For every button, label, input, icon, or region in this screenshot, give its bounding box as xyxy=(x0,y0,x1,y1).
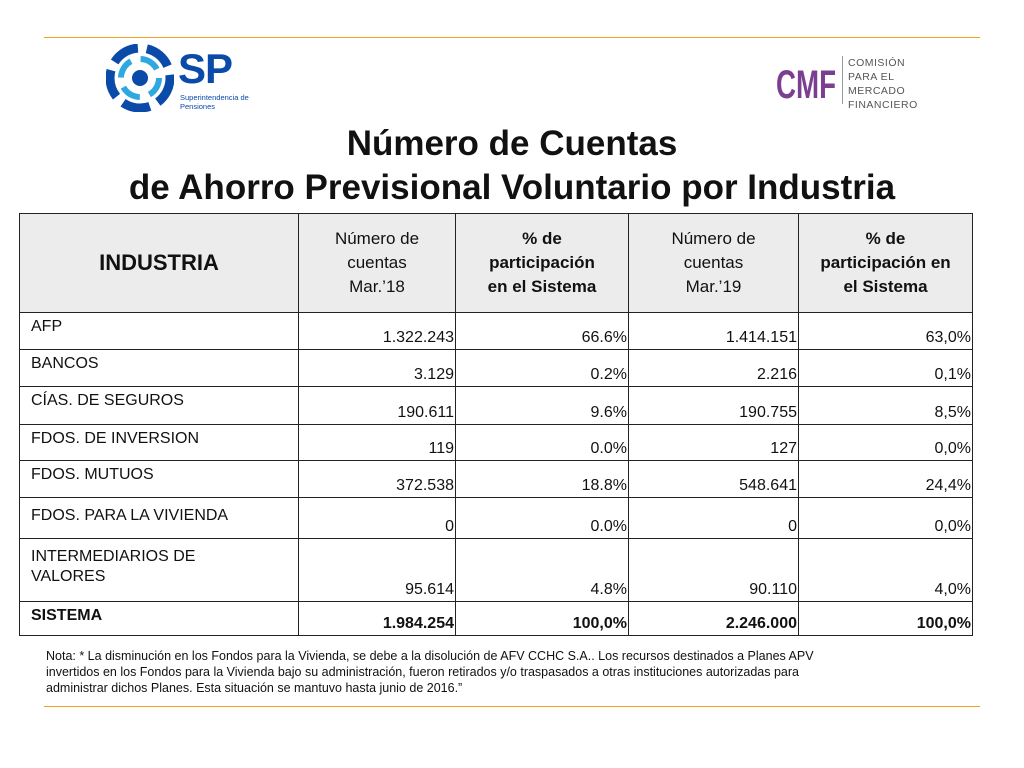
cmf-logo-letters: CMF xyxy=(776,63,836,106)
cell-accounts-mar18: 0 xyxy=(298,497,456,539)
cell-share-mar18: 4.8% xyxy=(455,538,629,602)
footnote-line-3: administrar dichos Planes. Esta situació… xyxy=(46,681,463,695)
sp-logo-letters: SP xyxy=(178,45,233,92)
cmf-logo: CMF COMISIÓN PARA EL MERCADO FINANCIERO xyxy=(776,54,946,111)
header-line: en el Sistema xyxy=(487,277,597,296)
row-label: INTERMEDIARIOS DE VALORES xyxy=(19,538,299,602)
table-row: FDOS. PARA LA VIVIENDA 0 0.0% 0 0,0% xyxy=(19,497,973,539)
table-row: INTERMEDIARIOS DE VALORES 95.614 4.8% 90… xyxy=(19,538,973,602)
header-line: Mar.’19 xyxy=(685,277,742,296)
header-line: Mar.’18 xyxy=(349,277,405,296)
cmf-logo-divider xyxy=(842,56,843,104)
row-label-line-1: INTERMEDIARIOS DE xyxy=(31,548,196,565)
cell-share-mar18: 100,0% xyxy=(455,601,629,636)
page-title-line-1: Número de Cuentas xyxy=(346,124,678,163)
cell-accounts-mar19: 90.110 xyxy=(628,538,799,602)
sp-people-emblem-icon xyxy=(106,44,174,112)
table-row: FDOS. DE INVERSION 119 0.0% 127 0,0% xyxy=(19,424,973,461)
header-line: Número de xyxy=(671,229,756,248)
header-accounts-mar18: Número de cuentas Mar.’18 xyxy=(298,213,456,313)
cell-share-mar18: 66.6% xyxy=(455,312,629,350)
cmf-logo-line-3: FINANCIERO xyxy=(848,99,918,111)
header-line: Número de xyxy=(334,229,420,248)
cell-accounts-mar19: 2.246.000 xyxy=(628,601,799,636)
cell-share-mar18: 18.8% xyxy=(455,460,629,498)
cell-share-mar19: 63,0% xyxy=(798,312,973,350)
row-label: FDOS. DE INVERSION xyxy=(19,424,299,461)
header-share-mar19: % de participación en el Sistema xyxy=(798,213,973,313)
table-row: BANCOS 3.129 0.2% 2.216 0,1% xyxy=(19,349,973,387)
cell-share-mar19: 0,1% xyxy=(798,349,973,387)
sp-logo: SP Superintendencia de Pensiones xyxy=(106,42,266,114)
accounts-table: INDUSTRIA Número de cuentas Mar.’18 % de… xyxy=(19,213,973,636)
header-line: cuentas xyxy=(347,253,407,272)
cell-accounts-mar19: 2.216 xyxy=(628,349,799,387)
cell-accounts-mar18: 372.538 xyxy=(298,460,456,498)
cell-share-mar19: 100,0% xyxy=(798,601,973,636)
cell-accounts-mar18: 95.614 xyxy=(298,538,456,602)
header-line: cuentas xyxy=(683,253,744,272)
header-line: el Sistema xyxy=(843,277,928,296)
table-row: CÍAS. DE SEGUROS 190.611 9.6% 190.755 8,… xyxy=(19,386,973,425)
header-share-mar18: % de participación en el Sistema xyxy=(455,213,629,313)
bottom-divider xyxy=(44,706,980,707)
table-row: FDOS. MUTUOS 372.538 18.8% 548.641 24,4% xyxy=(19,460,973,498)
row-label: FDOS. MUTUOS xyxy=(19,460,299,498)
page-title-line-2: de Ahorro Previsional Voluntario por Ind… xyxy=(128,168,896,207)
row-label: FDOS. PARA LA VIVIENDA xyxy=(19,497,299,539)
cell-accounts-mar18: 3.129 xyxy=(298,349,456,387)
cell-share-mar18: 0.0% xyxy=(455,424,629,461)
cell-accounts-mar19: 0 xyxy=(628,497,799,539)
cmf-logo-line-2: PARA EL MERCADO xyxy=(848,71,906,97)
cmf-logo-line-1: COMISIÓN xyxy=(848,57,906,69)
row-label: CÍAS. DE SEGUROS xyxy=(19,386,299,425)
sp-logo-subtitle: Superintendencia de Pensiones xyxy=(180,93,249,111)
row-label: BANCOS xyxy=(19,349,299,387)
table-row: AFP 1.322.243 66.6% 1.414.151 63,0% xyxy=(19,312,973,350)
cell-share-mar18: 9.6% xyxy=(455,386,629,425)
cell-share-mar19: 0,0% xyxy=(798,424,973,461)
cell-share-mar18: 0.2% xyxy=(455,349,629,387)
cmf-logo-text: COMISIÓN PARA EL MERCADO FINANCIERO xyxy=(848,56,948,112)
cell-share-mar19: 4,0% xyxy=(798,538,973,602)
row-label: SISTEMA xyxy=(19,601,299,636)
page-title: Número de Cuentas de Ahorro Previsional … xyxy=(40,122,984,210)
header-line: % de xyxy=(865,229,906,248)
cell-share-mar18: 0.0% xyxy=(455,497,629,539)
top-divider xyxy=(44,37,980,38)
cell-accounts-mar18: 119 xyxy=(298,424,456,461)
row-label-line-2: VALORES xyxy=(31,568,106,585)
cell-accounts-mar18: 1.322.243 xyxy=(298,312,456,350)
footnote-line-1: Nota: * La disminución en los Fondos par… xyxy=(46,649,814,663)
table-header-row: INDUSTRIA Número de cuentas Mar.’18 % de… xyxy=(19,213,973,313)
cell-accounts-mar19: 1.414.151 xyxy=(628,312,799,350)
footnote-line-2: invertidos en los Fondos para la Viviend… xyxy=(46,665,799,679)
cell-share-mar19: 0,0% xyxy=(798,497,973,539)
footnote: Nota: * La disminución en los Fondos par… xyxy=(46,648,946,696)
header-industria: INDUSTRIA xyxy=(19,213,299,313)
cell-accounts-mar19: 548.641 xyxy=(628,460,799,498)
cell-accounts-mar18: 190.611 xyxy=(298,386,456,425)
cell-accounts-mar19: 190.755 xyxy=(628,386,799,425)
table-row-total: SISTEMA 1.984.254 100,0% 2.246.000 100,0… xyxy=(19,601,973,636)
header-accounts-mar19: Número de cuentas Mar.’19 xyxy=(628,213,799,313)
cell-share-mar19: 24,4% xyxy=(798,460,973,498)
cell-accounts-mar19: 127 xyxy=(628,424,799,461)
cell-share-mar19: 8,5% xyxy=(798,386,973,425)
header-line: % de xyxy=(522,229,562,248)
header-line: participación en xyxy=(820,253,951,272)
cmf-logo-mark: CMF xyxy=(776,63,836,106)
header-line: participación xyxy=(489,253,595,272)
cell-accounts-mar18: 1.984.254 xyxy=(298,601,456,636)
row-label: AFP xyxy=(19,312,299,350)
